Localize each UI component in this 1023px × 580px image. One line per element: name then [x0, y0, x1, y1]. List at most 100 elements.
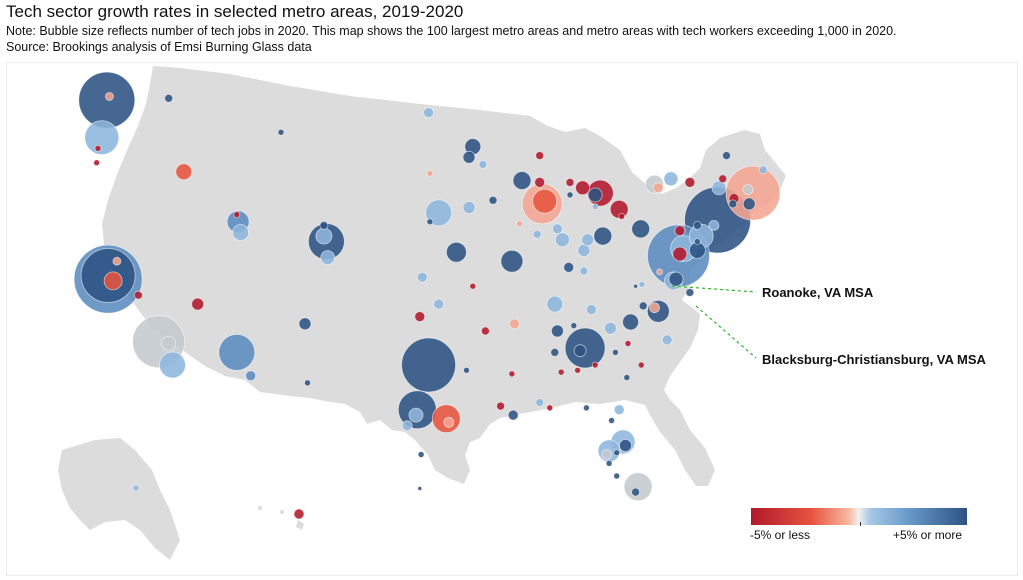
- metro-bubble: [443, 416, 455, 428]
- map-note: Note: Bubble size reflects number of tec…: [6, 24, 897, 38]
- blacksburg-leader-line: [695, 305, 757, 359]
- metro-bubble: [579, 266, 589, 276]
- metro-bubble: [728, 199, 738, 209]
- metro-bubble: [722, 151, 731, 161]
- metro-bubble: [555, 232, 570, 248]
- roanoke-callout: Roanoke, VA MSA: [762, 285, 874, 300]
- metro-bubble: [546, 404, 554, 412]
- metro-bubble: [320, 250, 336, 266]
- metro-bubble: [532, 188, 558, 214]
- metro-bubble: [583, 404, 590, 412]
- metro-bubble: [469, 282, 477, 290]
- metro-bubble: [618, 212, 626, 220]
- metro-bubble: [534, 176, 546, 188]
- metro-bubble: [661, 334, 673, 346]
- roanoke-leader-line: [671, 285, 757, 293]
- metro-bubble: [633, 283, 638, 289]
- metro-bubble: [613, 404, 625, 416]
- metro-bubble: [401, 420, 413, 432]
- metro-bubble: [693, 220, 702, 230]
- metro-bubble: [577, 243, 591, 257]
- metro-bubble: [417, 451, 425, 458]
- metro-bubble: [574, 366, 581, 374]
- metro-bubble: [478, 160, 488, 169]
- metro-bubble: [164, 93, 174, 103]
- metro-bubble: [512, 171, 532, 191]
- metro-bubble: [175, 163, 193, 181]
- metro-bubble: [758, 165, 768, 175]
- metro-bubble: [552, 223, 563, 235]
- metro-bubble: [93, 159, 101, 167]
- metro-bubble: [565, 177, 575, 187]
- metro-bubble: [622, 313, 639, 331]
- legend-midpoint-tick: [860, 522, 861, 526]
- metro-bubble: [591, 361, 599, 369]
- leader-lines: [671, 285, 757, 359]
- blacksburg-callout: Blacksburg-Christiansburg, VA MSA: [762, 352, 986, 367]
- metro-bubble: [624, 340, 632, 347]
- metro-bubble: [546, 295, 564, 313]
- metro-bubble: [674, 225, 686, 237]
- metro-bubble: [401, 337, 457, 393]
- metro-bubble: [535, 398, 545, 408]
- metro-bubble: [480, 326, 490, 336]
- metro-bubble: [566, 191, 574, 199]
- metro-bubble: [637, 361, 645, 369]
- hawaii-big-island: [296, 520, 304, 530]
- alaska: [58, 438, 180, 560]
- metro-bubble: [507, 409, 519, 421]
- metro-bubble: [319, 220, 329, 230]
- metro-bubble: [591, 203, 599, 211]
- metro-bubble: [426, 218, 434, 226]
- metro-bubble: [508, 370, 516, 378]
- metro-bubble: [112, 256, 122, 266]
- metro-bubble: [718, 174, 728, 184]
- metro-bubble: [570, 322, 578, 330]
- metro-bubble: [463, 366, 470, 374]
- metro-bubble: [535, 151, 545, 161]
- metro-bubble: [103, 271, 123, 291]
- metro-bubble: [593, 226, 613, 246]
- metro-bubble: [631, 487, 640, 497]
- metro-bubble: [423, 107, 435, 118]
- metro-bubble: [668, 271, 684, 287]
- metro-bubble: [605, 459, 613, 467]
- metro-bubble: [304, 379, 311, 387]
- metro-bubble: [550, 347, 560, 357]
- metro-bubble: [233, 211, 241, 219]
- metro-bubble: [496, 401, 506, 411]
- metro-bubble: [708, 219, 720, 231]
- metro-bubble: [315, 227, 333, 245]
- land-layer: [58, 66, 786, 560]
- metro-bubble: [105, 92, 114, 101]
- hawaii-island-oahu: [258, 506, 262, 510]
- metro-bubble: [509, 318, 520, 330]
- metro-bubble: [516, 220, 523, 228]
- hawaii-island-maui: [280, 510, 284, 514]
- metro-bubble: [623, 374, 631, 381]
- metro-bubble: [649, 302, 660, 314]
- metro-bubble: [557, 368, 565, 376]
- us-mainland: [102, 66, 786, 486]
- metro-bubble: [445, 241, 467, 263]
- metro-bubble: [742, 184, 754, 196]
- metro-bubble: [133, 290, 143, 300]
- metro-bubble: [573, 344, 587, 358]
- legend-low-label: -5% or less: [750, 528, 811, 542]
- metro-bubble: [218, 333, 256, 371]
- bubble-layer: [73, 71, 781, 520]
- metro-bubble: [426, 169, 434, 177]
- metro-bubble: [612, 348, 619, 356]
- metro-bubble: [532, 229, 542, 239]
- metro-bubble: [416, 271, 428, 283]
- metro-bubble: [575, 180, 590, 196]
- metro-bubble: [161, 336, 177, 351]
- metro-bubble: [78, 71, 136, 129]
- metro-bubble: [132, 484, 140, 492]
- metro-bubble: [563, 261, 575, 273]
- metro-bubble: [656, 268, 663, 276]
- metro-bubble: [694, 238, 701, 245]
- metro-bubble: [685, 288, 695, 297]
- metro-bubble: [638, 280, 646, 288]
- metro-bubble: [652, 182, 664, 194]
